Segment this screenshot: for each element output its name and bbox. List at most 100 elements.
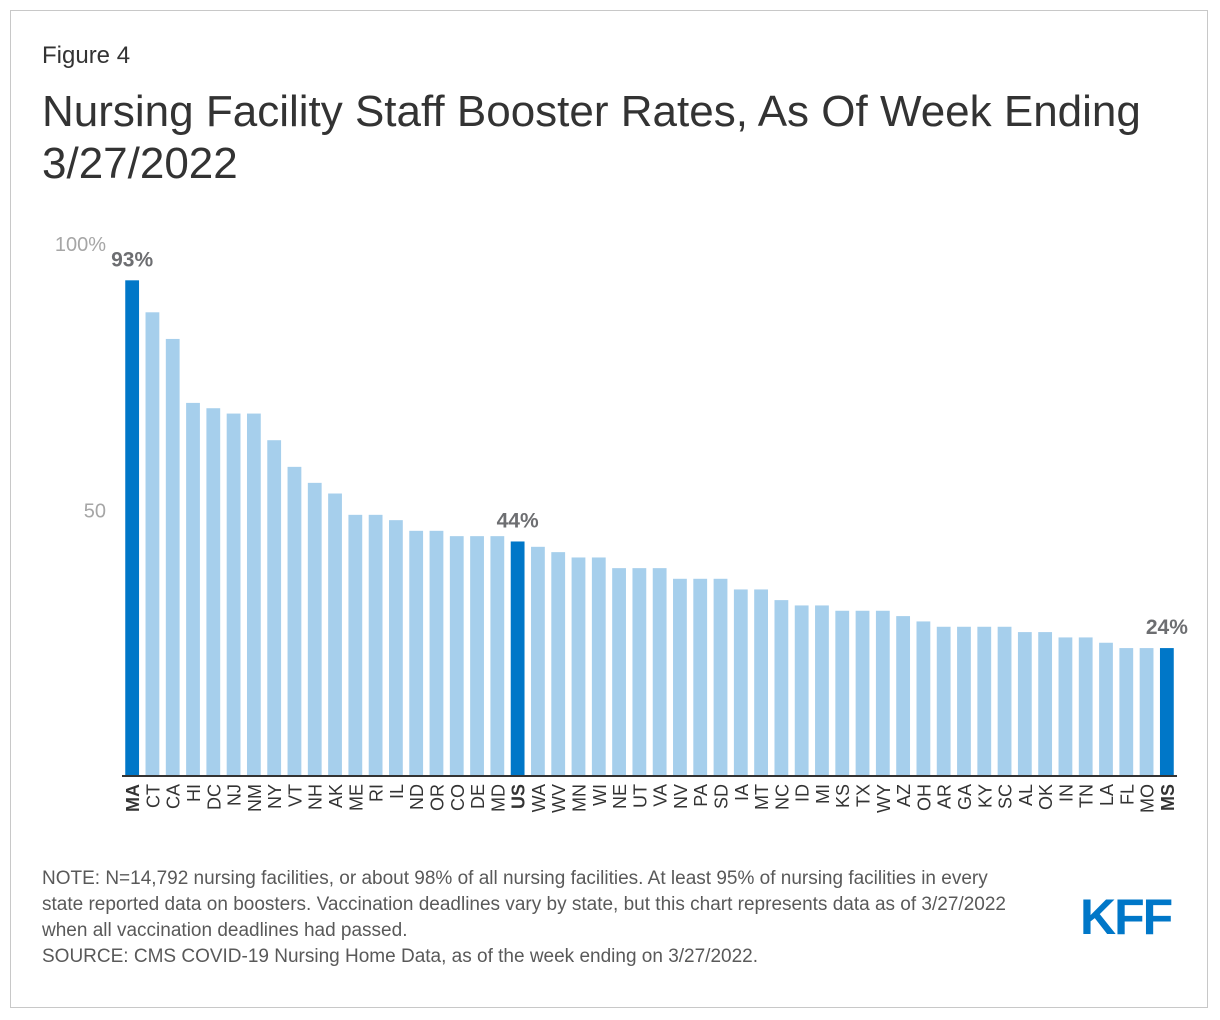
data-label-us: 44% — [497, 509, 539, 532]
x-tick-label-ok: OK — [1036, 784, 1056, 810]
bar-or — [429, 530, 444, 776]
x-tick-label-oh: OH — [914, 784, 934, 811]
bar-tn — [1078, 637, 1093, 776]
x-tick-label-ks: KS — [833, 784, 853, 808]
x-tick-label-ms: MS — [1158, 784, 1178, 811]
y-tick-label: 50 — [84, 501, 106, 523]
x-tick-label-wa: WA — [529, 784, 549, 812]
bar-us — [510, 541, 525, 776]
bar-sd — [713, 578, 728, 776]
x-tick-label-sc: SC — [996, 784, 1016, 809]
bar-az — [896, 616, 911, 776]
x-tick-label-ar: AR — [935, 784, 955, 809]
bar-mt — [754, 589, 768, 776]
bar-ut — [632, 568, 647, 776]
x-tick-label-mi: MI — [813, 784, 833, 804]
x-tick-label-hi: HI — [184, 784, 204, 802]
bar-ri — [368, 514, 383, 776]
x-tick-label-ut: UT — [630, 784, 650, 808]
x-tick-label-ne: NE — [610, 784, 630, 809]
bar-ca — [165, 338, 180, 776]
bar-ny — [267, 440, 282, 776]
x-tick-label-ia: IA — [732, 784, 752, 801]
x-tick-label-il: IL — [387, 784, 407, 799]
bar-ct — [145, 312, 160, 776]
bar-ar — [936, 626, 951, 776]
x-tick-label-nm: NM — [245, 784, 265, 812]
x-tick-label-or: OR — [427, 784, 447, 811]
x-tick-label-me: ME — [346, 784, 366, 811]
x-tick-label-nv: NV — [671, 784, 691, 809]
bar-ks — [835, 610, 850, 776]
x-tick-label-fl: FL — [1117, 784, 1137, 805]
x-tick-label-ct: CT — [143, 784, 163, 808]
bar-id — [794, 605, 809, 776]
bar-dc — [206, 408, 221, 776]
x-tick-label-tn: TN — [1077, 784, 1097, 808]
data-label-ms: 24% — [1146, 616, 1188, 639]
bar-ak — [328, 493, 342, 776]
figure-label: Figure 4 — [42, 42, 131, 69]
x-tick-label-tx: TX — [854, 784, 874, 807]
source-text: SOURCE: CMS COVID-19 Nursing Home Data, … — [42, 946, 759, 967]
bar-ga — [957, 626, 971, 776]
bar-ms — [1159, 648, 1174, 776]
x-tick-label-ny: NY — [265, 784, 285, 809]
x-tick-label-ma: MA — [123, 784, 143, 812]
bar-chart: 100% 50 MA CT CA HI DC NJ NM NY VT NH AK ME RI IL ND OR CO… — [55, 234, 1188, 813]
chart-title: Nursing Facility Staff Booster Rates, As… — [42, 87, 1141, 188]
bar-mo — [1139, 648, 1154, 776]
x-tick-label-az: AZ — [894, 784, 914, 807]
figure-frame — [10, 10, 1208, 1008]
x-tick-label-nd: ND — [407, 784, 427, 810]
bar-nd — [409, 530, 424, 776]
x-tick-label-mo: MO — [1138, 784, 1158, 813]
bar-ok — [1038, 632, 1053, 776]
bar-pa — [693, 578, 708, 776]
x-tick-label-id: ID — [793, 784, 813, 802]
bar-al — [1017, 632, 1032, 776]
bar-mi — [815, 605, 829, 776]
bar-co — [449, 536, 464, 776]
x-tick-label-la: LA — [1097, 784, 1117, 806]
x-tick-label-co: CO — [448, 784, 468, 811]
x-tick-label-wy: WY — [874, 784, 894, 813]
x-tick-label-md: MD — [488, 784, 508, 812]
bar-nj — [226, 413, 241, 776]
bar-mn — [571, 557, 586, 776]
x-tick-label-wi: WI — [590, 784, 610, 806]
x-tick-label-mn: MN — [569, 784, 589, 812]
y-tick-label: 100% — [55, 234, 106, 256]
x-tick-label-va: VA — [651, 784, 671, 807]
x-tick-label-de: DE — [468, 784, 488, 809]
bar-ma — [125, 280, 140, 776]
bar-sc — [997, 626, 1012, 776]
bar-wy — [875, 610, 890, 776]
x-tick-label-mt: MT — [752, 784, 772, 810]
x-tick-label-us: US — [509, 784, 529, 809]
x-tick-label-ga: GA — [955, 784, 975, 810]
bar-tx — [855, 610, 870, 776]
x-tick-label-vt: VT — [285, 784, 305, 807]
x-tick-label-al: AL — [1016, 784, 1036, 806]
bar-me — [348, 514, 363, 776]
bar-oh — [916, 621, 931, 776]
x-tick-label-in: IN — [1056, 784, 1076, 802]
bar-ky — [977, 626, 992, 776]
bar-nh — [307, 482, 322, 776]
bar-ia — [733, 589, 748, 776]
x-tick-label-sd: SD — [712, 784, 732, 809]
x-tick-label-ca: CA — [164, 784, 184, 809]
notes-block: NOTE: N=14,792 nursing facilities, or ab… — [42, 866, 1032, 970]
x-tick-label-wv: WV — [549, 784, 569, 813]
bar-ne — [612, 568, 626, 776]
bar-fl — [1119, 648, 1134, 776]
data-label-ma: 93% — [111, 248, 153, 271]
note-text: NOTE: N=14,792 nursing facilities, or ab… — [42, 868, 1006, 941]
bar-vt — [287, 466, 302, 776]
bar-de — [470, 536, 484, 776]
x-tick-label-nh: NH — [306, 784, 326, 810]
bar-il — [389, 520, 403, 776]
x-tick-label-nc: NC — [772, 784, 792, 810]
kff-logo: KFF — [1080, 889, 1173, 945]
